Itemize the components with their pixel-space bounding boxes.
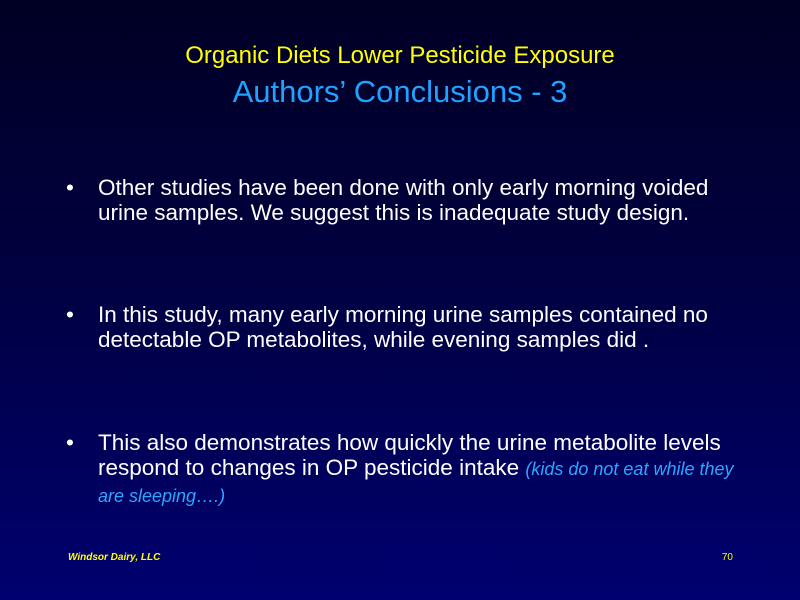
bullet-note: (kids do not eat while they are sleeping… bbox=[98, 459, 734, 506]
bullet-text-block: This also demonstrates how quickly the u… bbox=[98, 430, 746, 509]
slide-title: Organic Diets Lower Pesticide Exposure bbox=[185, 42, 615, 69]
bullet-dot: • bbox=[66, 175, 74, 200]
title-block: Organic Diets Lower Pesticide Exposure A… bbox=[0, 40, 800, 112]
slide-page-number: 70 bbox=[721, 552, 733, 563]
bullet-dot: • bbox=[66, 302, 74, 327]
slide-subtitle: Authors’ Conclusions - 3 bbox=[232, 74, 568, 109]
bullet-dot: • bbox=[66, 430, 74, 455]
bullet-text: This also demonstrates how quickly the u… bbox=[98, 430, 721, 480]
bullet-text: In this study, many early morning urine … bbox=[98, 302, 708, 352]
bullet-text: Other studies have been done with only e… bbox=[98, 175, 709, 225]
footer-company: Windsor Dairy, LLC bbox=[68, 552, 161, 563]
